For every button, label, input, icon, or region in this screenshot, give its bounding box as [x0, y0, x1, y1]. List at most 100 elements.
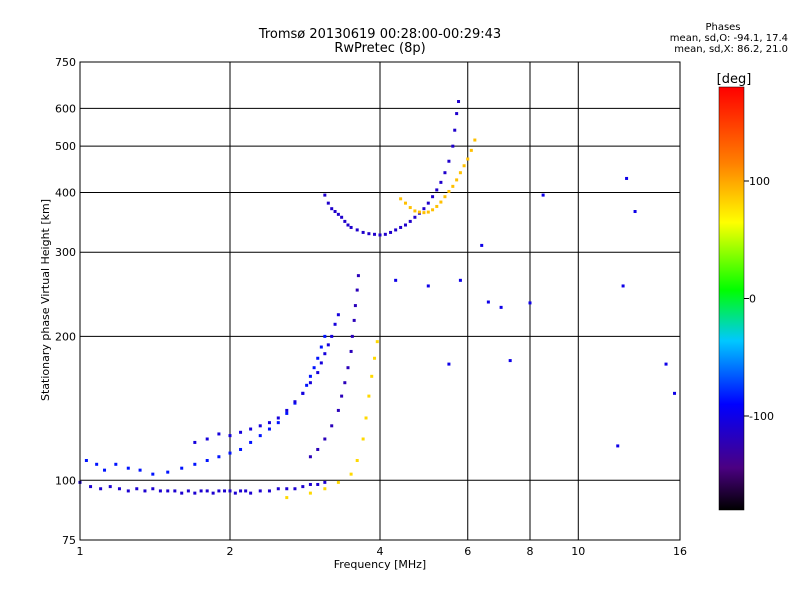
data-point [223, 489, 227, 493]
data-point [346, 223, 350, 227]
data-point [301, 485, 305, 489]
data-point [349, 472, 353, 476]
data-point [426, 284, 430, 288]
data-point [447, 159, 451, 163]
data-point [439, 200, 443, 204]
x-tick-label: 4 [377, 545, 384, 558]
data-point [323, 193, 327, 197]
data-point [408, 219, 412, 223]
data-point [408, 206, 412, 210]
grid-lines [80, 62, 680, 540]
data-point [193, 491, 197, 495]
data-point [316, 482, 320, 486]
data-point [166, 489, 170, 493]
data-point [426, 210, 430, 214]
data-point [333, 322, 337, 326]
data-point [664, 362, 668, 366]
data-point [126, 489, 130, 493]
data-point [361, 230, 365, 234]
data-point [114, 462, 118, 466]
data-point [323, 334, 327, 338]
data-point [276, 416, 280, 420]
data-point [99, 487, 103, 491]
x-tick-label: 1 [77, 545, 84, 558]
data-point [323, 352, 327, 356]
data-point [364, 416, 368, 420]
data-point [621, 284, 625, 288]
data-point [352, 318, 356, 322]
data-point [166, 470, 170, 474]
data-point [486, 300, 490, 304]
data-point [355, 288, 359, 292]
data-point [340, 215, 344, 219]
data-point [151, 487, 155, 491]
data-point [258, 489, 262, 493]
data-point [403, 223, 407, 227]
data-point [435, 204, 439, 208]
data-point [249, 427, 253, 431]
data-point [356, 274, 360, 278]
y-tick-label: 400 [55, 186, 76, 199]
y-tick-label: 200 [55, 330, 76, 343]
data-point [158, 489, 162, 493]
chart-subtitle: RwPretec (8p) [334, 41, 426, 56]
data-point [458, 171, 462, 175]
data-point [455, 178, 459, 182]
data-point [95, 462, 99, 466]
data-point [330, 424, 334, 428]
data-point [336, 313, 340, 317]
data-point [193, 462, 197, 466]
x-tick-label: 6 [464, 545, 471, 558]
data-point [673, 391, 677, 395]
data-point [343, 219, 347, 223]
data-point [394, 228, 398, 232]
data-point [228, 451, 232, 455]
data-point [180, 491, 184, 495]
data-point [443, 171, 447, 175]
colorbar-tick-label: 0 [749, 293, 756, 306]
data-point [258, 434, 262, 438]
data-point [267, 427, 271, 431]
data-point [330, 334, 334, 338]
data-point [126, 466, 130, 470]
data-point [316, 447, 320, 451]
data-point [319, 345, 323, 349]
data-point [217, 432, 221, 436]
data-point [466, 157, 470, 161]
data-point [323, 437, 327, 441]
data-point [616, 444, 620, 448]
data-point [336, 212, 340, 216]
y-tick-label: 500 [55, 140, 76, 153]
data-point [453, 128, 457, 132]
data-points [78, 100, 677, 500]
data-point [316, 356, 320, 360]
data-point [333, 210, 337, 214]
y-axis-label: Stationary phase Virtual Height [km] [39, 199, 52, 401]
data-point [473, 138, 477, 142]
colorbar-ticks: 100 0 -100 [744, 175, 774, 423]
data-point [349, 225, 353, 229]
data-point [228, 489, 232, 493]
data-point [193, 440, 197, 444]
data-point [451, 184, 455, 188]
data-point [323, 480, 327, 484]
data-point [151, 472, 155, 476]
data-point [308, 482, 312, 486]
data-point [276, 421, 280, 425]
data-point [244, 489, 248, 493]
y-tick-label: 75 [62, 534, 76, 547]
data-point [413, 209, 417, 213]
data-point [285, 487, 289, 491]
data-point [285, 411, 289, 415]
data-point [367, 394, 371, 398]
data-point [422, 211, 426, 215]
x-tick-label: 8 [527, 545, 534, 558]
data-point [143, 489, 147, 493]
data-point [394, 278, 398, 282]
data-point [239, 489, 243, 493]
data-point [508, 359, 512, 363]
data-point [403, 201, 407, 205]
data-point [84, 458, 88, 462]
y-tick-label: 100 [55, 474, 76, 487]
data-point [499, 305, 503, 309]
